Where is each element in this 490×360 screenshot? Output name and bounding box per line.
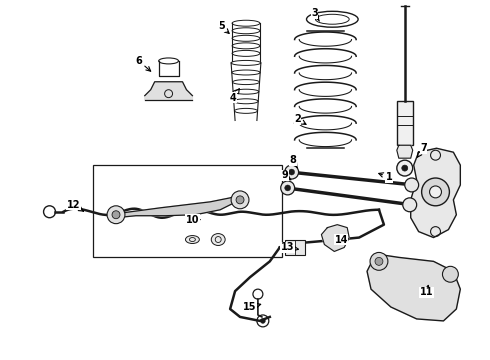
- Text: 7: 7: [417, 143, 427, 157]
- Circle shape: [285, 165, 298, 179]
- Polygon shape: [321, 225, 349, 251]
- Circle shape: [421, 178, 449, 206]
- Circle shape: [231, 191, 249, 209]
- Circle shape: [375, 257, 383, 265]
- Polygon shape: [367, 255, 460, 321]
- Polygon shape: [411, 148, 460, 238]
- Polygon shape: [397, 145, 413, 158]
- Text: 1: 1: [379, 172, 392, 182]
- Circle shape: [442, 266, 458, 282]
- Circle shape: [402, 165, 408, 171]
- Text: 14: 14: [335, 234, 348, 244]
- Circle shape: [285, 185, 291, 191]
- Circle shape: [403, 198, 416, 212]
- Text: 11: 11: [420, 285, 433, 297]
- Ellipse shape: [185, 235, 199, 243]
- Bar: [93, 165, 282, 257]
- Circle shape: [289, 169, 294, 175]
- Text: 12: 12: [67, 200, 83, 211]
- Text: 4: 4: [230, 89, 239, 103]
- Text: 3: 3: [311, 8, 319, 21]
- Circle shape: [370, 252, 388, 270]
- Circle shape: [260, 319, 266, 323]
- Text: 13: 13: [281, 243, 298, 252]
- Text: 10: 10: [186, 215, 200, 225]
- Text: 8: 8: [289, 155, 297, 168]
- Text: 15: 15: [243, 302, 261, 312]
- Ellipse shape: [211, 234, 225, 246]
- Circle shape: [430, 186, 441, 198]
- Circle shape: [236, 196, 244, 204]
- Circle shape: [281, 181, 294, 195]
- Polygon shape: [145, 82, 193, 100]
- Circle shape: [405, 178, 418, 192]
- Text: 2: 2: [294, 114, 306, 125]
- Text: 5: 5: [218, 21, 229, 33]
- Polygon shape: [109, 193, 245, 218]
- Circle shape: [397, 160, 413, 176]
- Bar: [285, 239, 305, 255]
- Text: 6: 6: [135, 56, 150, 71]
- Text: 9: 9: [281, 170, 291, 180]
- Bar: [397, 100, 413, 145]
- Circle shape: [107, 206, 125, 224]
- Circle shape: [112, 211, 120, 219]
